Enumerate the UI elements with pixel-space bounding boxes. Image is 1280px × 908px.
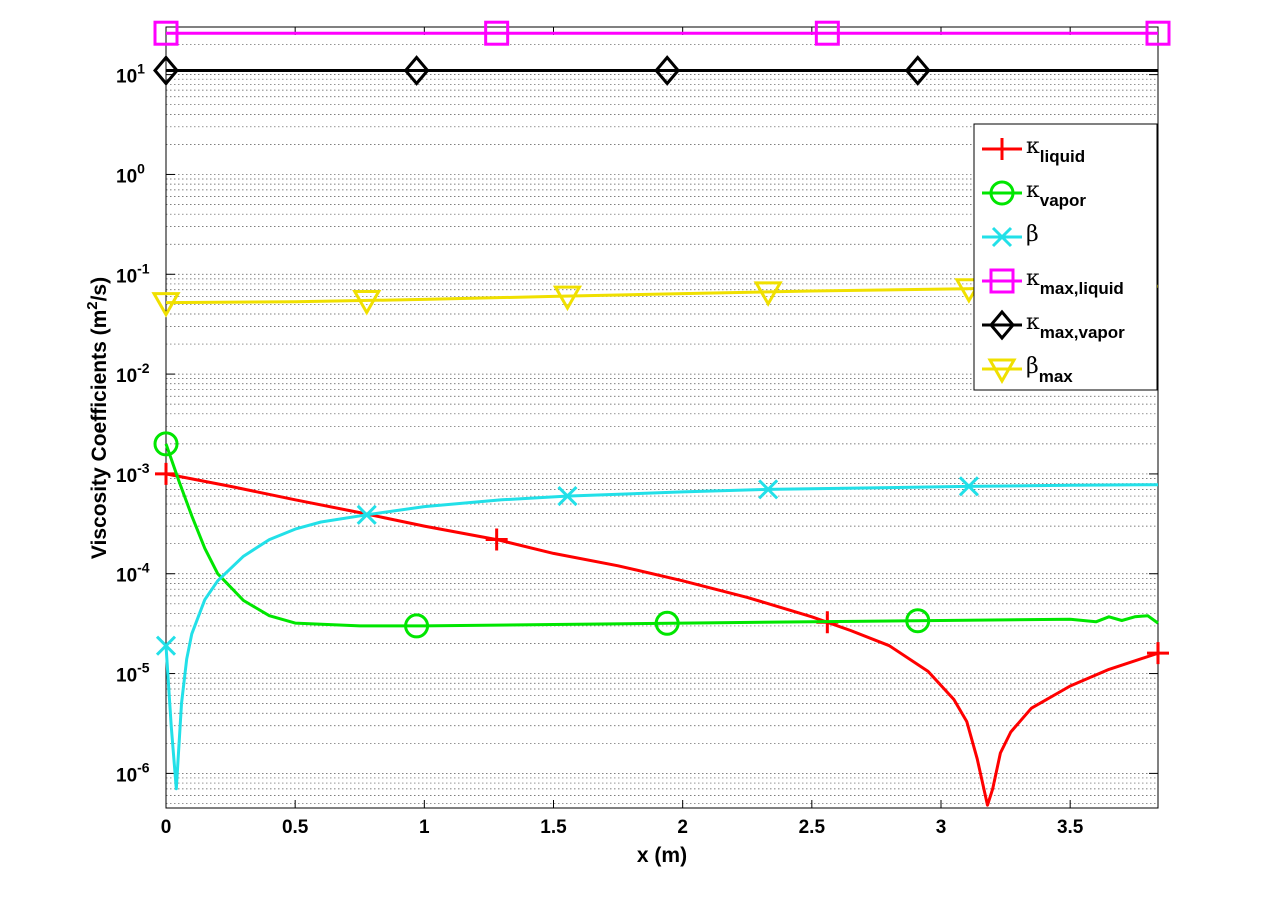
diamond-marker	[153, 55, 179, 86]
y-tick-label: 101	[116, 61, 145, 88]
series-1	[153, 431, 1159, 639]
y-axis-label: Viscosity Coefficients (m2/s)	[84, 277, 111, 559]
x-marker	[758, 479, 779, 500]
diamond-marker	[904, 55, 931, 86]
series-0	[155, 462, 1169, 807]
x-axis-label: x (m)	[637, 844, 687, 867]
triangle-marker	[151, 292, 181, 318]
x-marker	[557, 485, 578, 507]
x-tick-label: 3	[936, 817, 947, 838]
plus-marker	[991, 138, 1013, 160]
y-tick-label: 10-6	[116, 759, 150, 786]
legend-entry: κmax,liquid	[982, 266, 1124, 298]
legend-label: κvapor	[1026, 178, 1086, 210]
legend-label: βmax	[1026, 354, 1073, 386]
series-line	[164, 483, 1159, 791]
x-tick-label: 1	[419, 817, 430, 838]
series-line	[164, 443, 1159, 628]
legend-label: κliquid	[1026, 134, 1085, 166]
plot-area-frame	[165, 26, 1159, 809]
y-tick-label: 100	[116, 160, 145, 187]
x-marker	[958, 476, 979, 497]
legend-label: κmax,liquid	[1026, 266, 1124, 298]
y-tick-label: 10-4	[116, 560, 150, 587]
legend-entry: βmax	[982, 354, 1073, 386]
circle-marker	[989, 180, 1015, 206]
series-line	[165, 472, 1159, 807]
x-marker	[155, 635, 177, 656]
triangle-marker	[552, 285, 583, 312]
y-tick-label: 10-2	[116, 360, 150, 387]
legend-entry: κvapor	[982, 178, 1086, 210]
diamond-marker	[989, 309, 1015, 341]
x-tick-label: 0.5	[282, 817, 309, 838]
legend-entry: κliquid	[982, 134, 1085, 166]
square-marker	[153, 20, 179, 46]
circle-marker	[905, 608, 931, 634]
square-marker	[989, 268, 1015, 294]
circle-marker	[404, 613, 430, 639]
legend-entry: β	[982, 222, 1039, 248]
diamond-marker	[403, 55, 430, 86]
x-marker	[991, 226, 1013, 248]
x-tick-label: 1.5	[540, 817, 567, 838]
plus-marker	[485, 528, 508, 551]
plus-marker	[1147, 642, 1169, 665]
y-tick-label: 10-3	[116, 460, 150, 487]
series-layer	[151, 20, 1171, 807]
triangle-marker	[352, 289, 382, 316]
x-marker	[356, 504, 377, 525]
legend-label: β	[1026, 222, 1039, 247]
square-marker	[814, 20, 840, 46]
triangle-marker	[753, 281, 783, 307]
series-4	[153, 55, 1158, 86]
x-tick-label: 2.5	[799, 817, 826, 838]
square-marker	[1145, 20, 1171, 46]
series-3	[153, 20, 1171, 46]
legend-label: κmax,vapor	[1026, 310, 1125, 342]
triangle-marker	[987, 358, 1017, 385]
circle-marker	[654, 610, 680, 636]
y-tick-label: 10-1	[116, 260, 150, 287]
x-tick-label: 3.5	[1057, 817, 1084, 838]
x-tick-label: 2	[677, 817, 688, 838]
circle-marker	[153, 431, 179, 457]
y-tick-label: 10-5	[116, 660, 150, 687]
legend: κliquid κvapor β κmax,liquid κmax,vapor βmax	[973, 123, 1158, 391]
axis-ticks: 0 0.5 1 1.5 2 2.5 3 3.5 10-6 10-5 10-4 10-3 10-2 10-1…	[116, 27, 1158, 838]
square-marker	[484, 20, 510, 46]
legend-box	[973, 123, 1158, 391]
diamond-marker	[654, 55, 681, 86]
x-tick-label: 0	[161, 817, 172, 838]
legend-entry: κmax,vapor	[982, 309, 1125, 342]
plus-marker	[155, 462, 177, 485]
series-2	[155, 476, 1159, 791]
